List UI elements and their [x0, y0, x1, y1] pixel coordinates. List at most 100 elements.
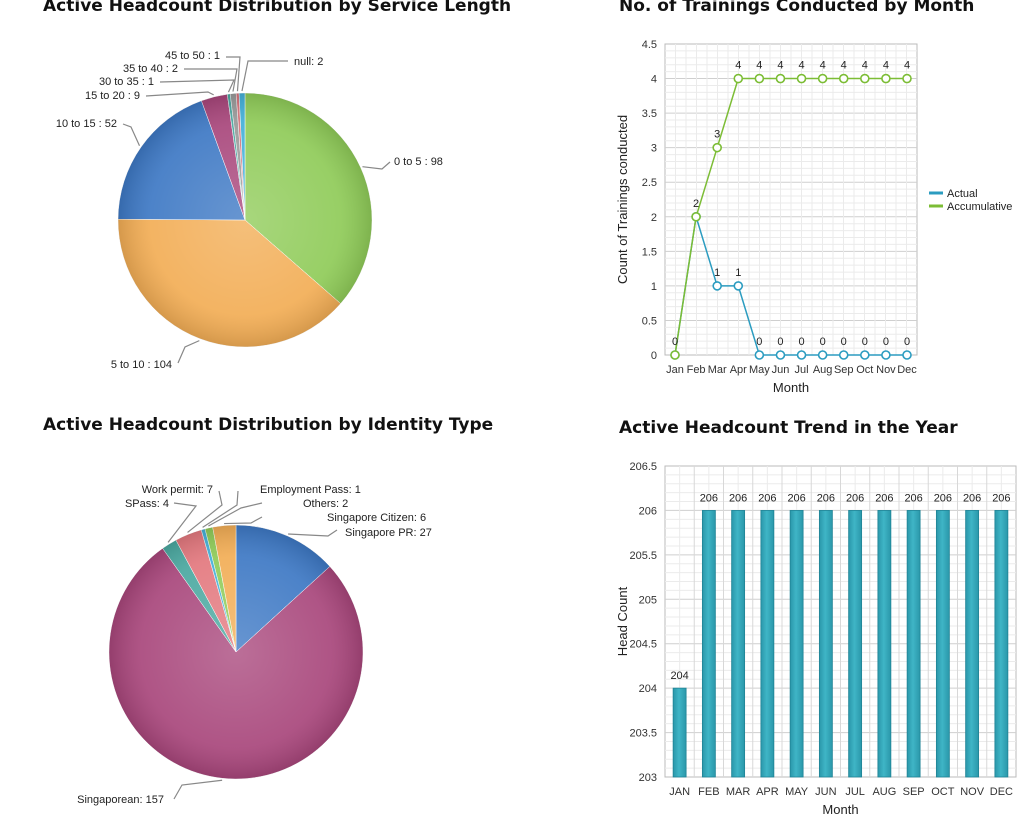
bar-nov [965, 510, 980, 778]
data-label-actual: 0 [820, 336, 826, 348]
y-tick-label: 206.5 [629, 461, 657, 473]
pie-leader-0-to-5 [362, 161, 391, 170]
point-accumulative [796, 73, 807, 84]
y-tick-label: 0.5 [642, 315, 657, 327]
data-label-actual: 0 [756, 336, 762, 348]
x-tick-label: May [749, 364, 770, 376]
bar-value-label: 206 [846, 492, 864, 504]
bar-may [789, 510, 804, 778]
pie-label-singapore-pr: Singapore PR: 27 [345, 527, 432, 539]
bar-value-label: 206 [787, 492, 805, 504]
point-actual [838, 350, 849, 360]
x-tick-label: JAN [669, 786, 690, 798]
bar-jul [848, 510, 863, 778]
y-tick-label: 3 [651, 143, 657, 155]
x-tick-label: Jul [795, 364, 809, 376]
y-tick-label: 4.5 [642, 39, 657, 51]
pie-label-45-to-50: 45 to 50 : 1 [165, 50, 220, 62]
point-actual [754, 350, 765, 360]
bar-jan [672, 687, 687, 778]
data-label-accumulative: 4 [820, 60, 826, 72]
bar-value-label: 206 [934, 492, 952, 504]
identity-title: Active Headcount Distribution by Identit… [43, 415, 494, 435]
pie-leader-others [208, 502, 263, 527]
pie-leader-singapore-pr [288, 529, 338, 537]
point-actual [881, 350, 891, 360]
y-tick-label: 204 [639, 683, 657, 695]
y-tick-label: 1 [651, 281, 657, 293]
x-tick-label: Apr [730, 364, 747, 376]
y-tick-label: 206 [639, 505, 657, 517]
data-label-accumulative: 4 [904, 60, 910, 72]
x-tick-label: Jan [666, 364, 684, 376]
point-accumulative [860, 73, 870, 84]
pie-label-singapore-citizen: Singapore Citizen: 6 [327, 512, 426, 524]
legend-label-actual: Actual [947, 188, 978, 200]
bar-feb [701, 510, 716, 778]
x-tick-label: Mar [708, 364, 727, 376]
data-label-actual: 0 [777, 336, 783, 348]
data-label-actual: 1 [735, 267, 741, 279]
x-tick-label: Aug [813, 364, 833, 376]
headcount-trend-title: Active Headcount Trend in the Year [619, 418, 958, 438]
data-label-accumulative: 4 [841, 60, 847, 72]
bar-dec [994, 510, 1009, 778]
bar-value-label: 206 [700, 492, 718, 504]
pie-label-others: Others: 2 [303, 498, 348, 510]
pie-leader-singapore-citizen [224, 516, 263, 525]
legend-label-accumulative: Accumulative [947, 201, 1012, 213]
y-tick-label: 2 [651, 212, 657, 224]
point-accumulative [838, 73, 849, 84]
point-accumulative [733, 73, 744, 84]
point-actual [796, 350, 807, 360]
data-label-accumulative: 4 [777, 60, 783, 72]
identity-pie-chart: Singapore PR: 27 Singaporean: 157 SPass: 4… [77, 484, 432, 806]
pie-leader-5-to-10 [177, 340, 200, 364]
x-tick-label: MAR [726, 786, 751, 798]
bar-value-label: 206 [817, 492, 835, 504]
data-label-accumulative: 4 [862, 60, 868, 72]
point-actual [817, 350, 828, 360]
data-label-accumulative: 3 [714, 129, 720, 141]
data-label-accumulative: 4 [798, 60, 804, 72]
data-label-actual: 1 [714, 267, 720, 279]
pie-label-null: null: 2 [294, 56, 323, 68]
point-actual [860, 350, 870, 360]
pie-label-0-to-5: 0 to 5 : 98 [394, 156, 443, 168]
x-tick-label: SEP [903, 786, 925, 798]
point-accumulative [902, 73, 912, 84]
point-actual [712, 281, 722, 291]
x-tick-label: Feb [687, 364, 706, 376]
bar-jun [818, 510, 833, 778]
pie-leader-10-to-15 [122, 123, 141, 147]
bar-apr [760, 510, 775, 778]
y-tick-label: 203.5 [629, 728, 657, 740]
x-tick-label: JUN [815, 786, 836, 798]
point-accumulative [712, 142, 722, 153]
y-tick-label: 4 [651, 74, 657, 86]
grid-lines [665, 44, 917, 355]
pie-label-work-permit: Work permit: 7 [142, 484, 213, 496]
x-tick-label: NOV [960, 786, 985, 798]
bar-value-label: 206 [904, 492, 922, 504]
point-accumulative [775, 73, 786, 84]
pie-label-spass: SPass: 4 [125, 498, 169, 510]
bar-sep [906, 510, 921, 778]
pie-leader-30-to-35 [159, 79, 235, 93]
y-tick-label: 205.5 [629, 550, 657, 562]
headcount-bar-chart: 203 203.5 204 204.5 205 205.5 206 206.5 204 JAN 20… [615, 461, 1017, 817]
x-tick-label: Oct [856, 364, 873, 376]
y-axis-title: Count of Trainings conducted [615, 115, 630, 284]
data-label-accumulative: 4 [756, 60, 762, 72]
bar-mar [731, 510, 746, 778]
point-accumulative [881, 73, 891, 84]
data-label-accumulative: 0 [672, 336, 678, 348]
pie-label-10-to-15: 10 to 15 : 52 [56, 118, 117, 130]
y-tick-label: 1.5 [642, 246, 657, 258]
trainings-line-chart: 0 0.5 1 1.5 2 2.5 3 3.5 4 4.5 Jan Feb Mar Apr May Jun Ju… [615, 39, 1012, 395]
point-actual [733, 281, 744, 291]
data-label-actual: 0 [841, 336, 847, 348]
service-length-pie-chart: 0 to 5 : 98 5 to 10 : 104 10 to 15 : 52 15 … [56, 50, 443, 371]
x-tick-label: MAY [785, 786, 809, 798]
bar-value-label: 206 [992, 492, 1010, 504]
